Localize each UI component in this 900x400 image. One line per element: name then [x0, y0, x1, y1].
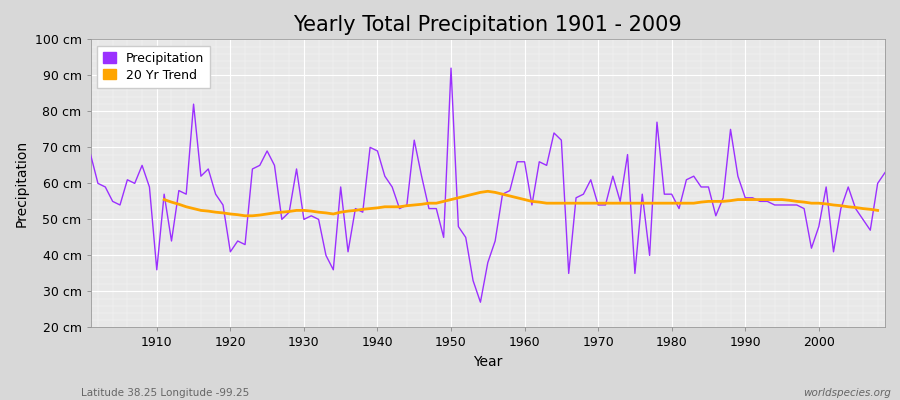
- 20 Yr Trend: [218, 210, 229, 215]
- 20 Yr Trend: [718, 199, 729, 204]
- Precipitation: [475, 300, 486, 305]
- Precipitation: [306, 213, 317, 218]
- 20 Yr Trend: [239, 213, 250, 218]
- Precipitation: [622, 152, 633, 157]
- Precipitation: [86, 152, 96, 157]
- 20 Yr Trend: [158, 197, 169, 202]
- 20 Yr Trend: [622, 201, 633, 206]
- 20 Yr Trend: [512, 195, 523, 200]
- Precipitation: [144, 184, 155, 189]
- 20 Yr Trend: [482, 189, 493, 194]
- Text: worldspecies.org: worldspecies.org: [803, 388, 891, 398]
- Legend: Precipitation, 20 Yr Trend: Precipitation, 20 Yr Trend: [97, 46, 210, 88]
- 20 Yr Trend: [202, 209, 213, 214]
- Text: Latitude 38.25 Longitude -99.25: Latitude 38.25 Longitude -99.25: [81, 388, 249, 398]
- Precipitation: [534, 159, 544, 164]
- 20 Yr Trend: [571, 201, 581, 206]
- Precipitation: [879, 170, 890, 175]
- Y-axis label: Precipitation: Precipitation: [15, 140, 29, 227]
- Precipitation: [350, 206, 361, 211]
- 20 Yr Trend: [872, 208, 883, 213]
- Line: 20 Yr Trend: 20 Yr Trend: [164, 191, 877, 216]
- Title: Yearly Total Precipitation 1901 - 2009: Yearly Total Precipitation 1901 - 2009: [293, 15, 682, 35]
- X-axis label: Year: Year: [473, 355, 502, 369]
- Precipitation: [446, 66, 456, 70]
- Precipitation: [526, 202, 537, 207]
- Line: Precipitation: Precipitation: [91, 68, 885, 302]
